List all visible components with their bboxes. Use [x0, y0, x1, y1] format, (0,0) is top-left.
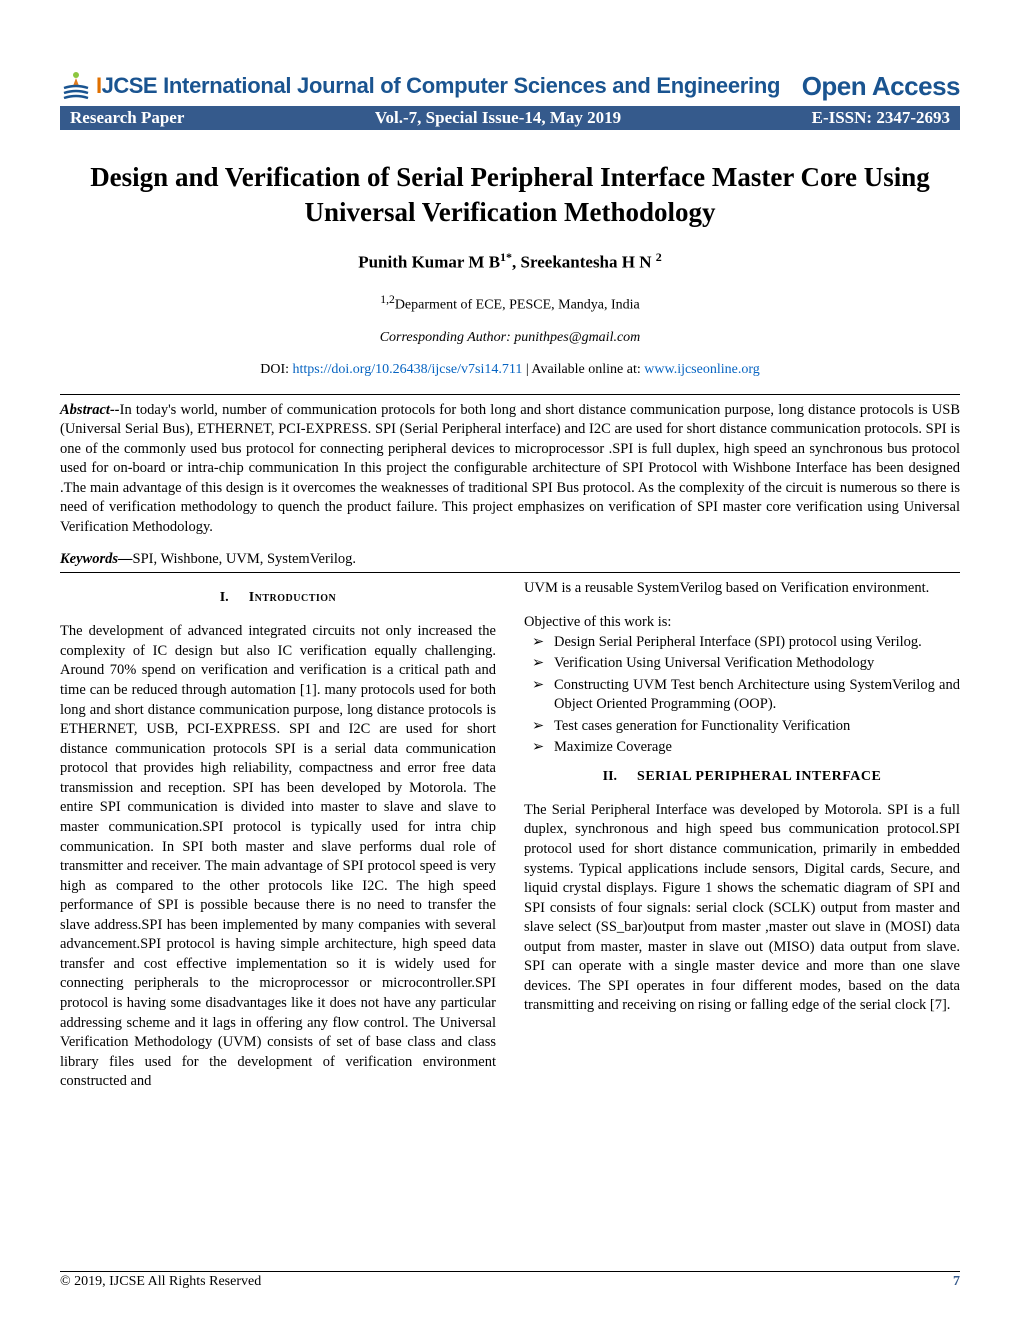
corresponding-author: Corresponding Author: punithpes@gmail.co… — [60, 330, 960, 346]
objectives-list: Design Serial Peripheral Interface (SPI)… — [524, 633, 960, 758]
keywords: Keywords—SPI, Wishbone, UVM, SystemVeril… — [60, 551, 960, 573]
eissn: E-ISSN: 2347-2693 — [812, 108, 950, 128]
intro-body: The development of advanced integrated c… — [60, 622, 496, 1092]
list-item: Maximize Coverage — [554, 738, 960, 758]
abstract-text: Abstract--In today's world, number of co… — [60, 401, 960, 538]
objective-intro: Objective of this work is: — [524, 613, 960, 633]
journal-logo-icon — [60, 70, 92, 102]
doi-line: DOI: https://doi.org/10.26438/ijcse/v7si… — [60, 362, 960, 378]
paper-title: Design and Verification of Serial Periph… — [60, 160, 960, 230]
page-footer: © 2019, IJCSE All Rights Reserved 7 — [60, 1271, 960, 1290]
list-item: Verification Using Universal Verificatio… — [554, 654, 960, 674]
right-column: UVM is a reusable SystemVerilog based on… — [524, 579, 960, 1091]
online-link[interactable]: www.ijcseonline.org — [644, 362, 759, 377]
issue-bar: Research Paper Vol.-7, Special Issue-14,… — [60, 106, 960, 130]
body-columns: I.Introduction The development of advanc… — [60, 579, 960, 1091]
page-number: 7 — [953, 1274, 960, 1290]
list-item: Constructing UVM Test bench Architecture… — [554, 676, 960, 715]
uvm-continuation: UVM is a reusable SystemVerilog based on… — [524, 579, 960, 599]
volume-issue: Vol.-7, Special Issue-14, May 2019 — [375, 108, 621, 128]
doi-link[interactable]: https://doi.org/10.26438/ijcse/v7si14.71… — [293, 362, 523, 377]
journal-name: International Journal of Computer Scienc… — [163, 73, 780, 99]
section-1-heading: I.Introduction — [60, 589, 496, 608]
journal-header: IJCSE International Journal of Computer … — [60, 70, 960, 102]
spi-body: The Serial Peripheral Interface was deve… — [524, 801, 960, 1016]
open-access-label: Open Access — [802, 71, 960, 102]
authors: Punith Kumar M B1*, Sreekantesha H N 2 — [60, 250, 960, 273]
copyright: © 2019, IJCSE All Rights Reserved — [60, 1274, 261, 1290]
abstract-section: Abstract--In today's world, number of co… — [60, 394, 960, 538]
list-item: Test cases generation for Functionality … — [554, 717, 960, 737]
left-column: I.Introduction The development of advanc… — [60, 579, 496, 1091]
ijcse-acronym: IJCSE — [96, 73, 157, 99]
section-2-heading: II.SERIAL PERIPHERAL INTERFACE — [524, 768, 960, 787]
list-item: Design Serial Peripheral Interface (SPI)… — [554, 633, 960, 653]
journal-title-block: IJCSE International Journal of Computer … — [96, 73, 802, 99]
affiliation: 1,2Deparment of ECE, PESCE, Mandya, Indi… — [60, 293, 960, 314]
paper-type: Research Paper — [70, 108, 184, 128]
